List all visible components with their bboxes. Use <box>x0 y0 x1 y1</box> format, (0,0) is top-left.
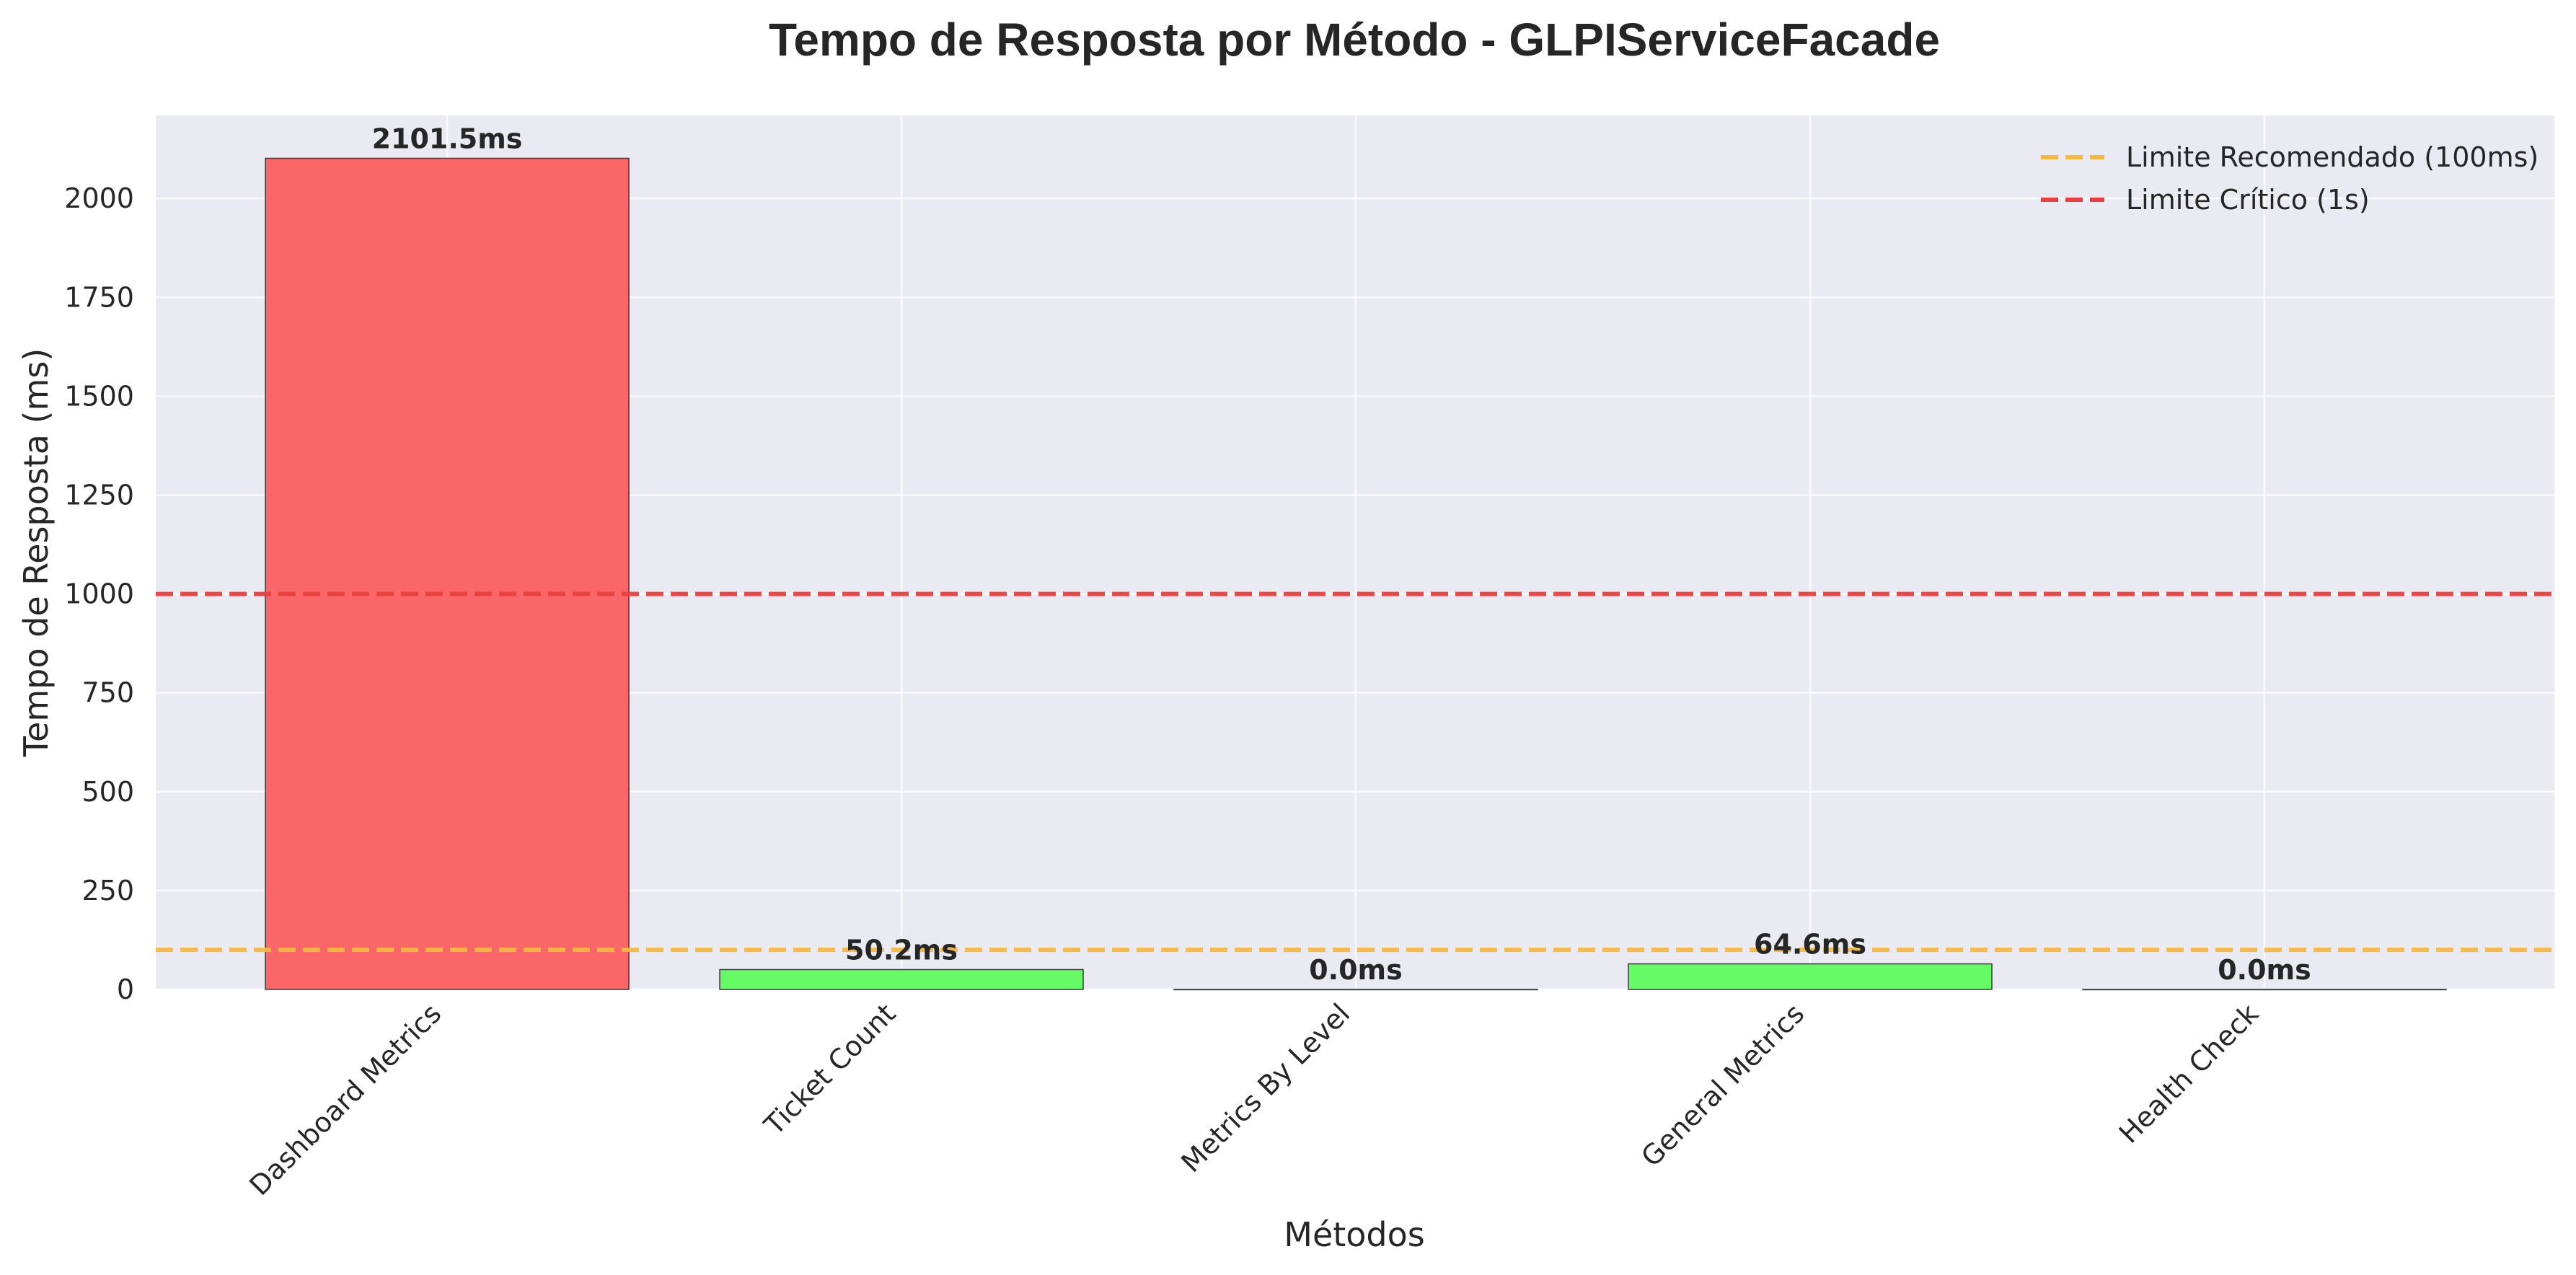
legend-label: Limite Recomendado (100ms) <box>2126 141 2538 173</box>
plot-area: 2101.5ms 50.2ms 0.0ms 64.6ms 0.0ms <box>156 115 2554 991</box>
x-axis-label: Métodos <box>1284 1215 1424 1254</box>
data-label: 0.0ms <box>2218 954 2311 986</box>
data-label: 2101.5ms <box>372 123 523 155</box>
data-label: 64.6ms <box>1754 929 1866 961</box>
x-tick-label: Metrics By Level <box>1175 997 1356 1178</box>
y-tick-label: 0 <box>117 974 134 1005</box>
y-axis-ticks: 0 250 500 750 1000 1250 1500 1750 2000 <box>64 182 134 1005</box>
reference-lines <box>156 591 2554 953</box>
y-tick-label: 1750 <box>64 281 134 313</box>
y-tick-label: 1250 <box>64 479 134 511</box>
bar-health-check <box>2082 989 2447 991</box>
bar-dashboard-metrics <box>265 157 630 990</box>
x-tick-label: Ticket Count <box>758 997 902 1142</box>
chart-title: Tempo de Resposta por Método - GLPIServi… <box>769 14 1940 66</box>
bar-ticket-count <box>719 969 1084 990</box>
legend: Limite Recomendado (100ms) Limite Crítico… <box>2041 141 2538 216</box>
bar-metrics-by-level <box>1173 989 1538 991</box>
x-tick-label: Dashboard Metrics <box>243 997 447 1201</box>
y-axis-label: Tempo de Resposta (ms) <box>17 348 56 757</box>
data-label: 50.2ms <box>845 934 958 966</box>
bar-general-metrics <box>1628 963 1993 990</box>
y-tick-label: 1000 <box>64 578 134 610</box>
y-tick-label: 500 <box>81 776 134 808</box>
y-tick-label: 750 <box>81 677 134 709</box>
data-label: 0.0ms <box>1309 954 1403 986</box>
y-tick-label: 2000 <box>64 182 134 214</box>
y-tick-label: 250 <box>81 875 134 906</box>
data-labels: 2101.5ms 50.2ms 0.0ms 64.6ms 0.0ms <box>372 123 2311 986</box>
x-axis-ticks: Dashboard Metrics Ticket Count Metrics By … <box>243 997 2264 1201</box>
y-tick-label: 1500 <box>64 380 134 412</box>
legend-label: Limite Crítico (1s) <box>2126 184 2370 216</box>
x-tick-label: General Metrics <box>1635 997 1810 1173</box>
bars <box>265 157 2447 991</box>
x-tick-label: Health Check <box>2113 997 2265 1150</box>
